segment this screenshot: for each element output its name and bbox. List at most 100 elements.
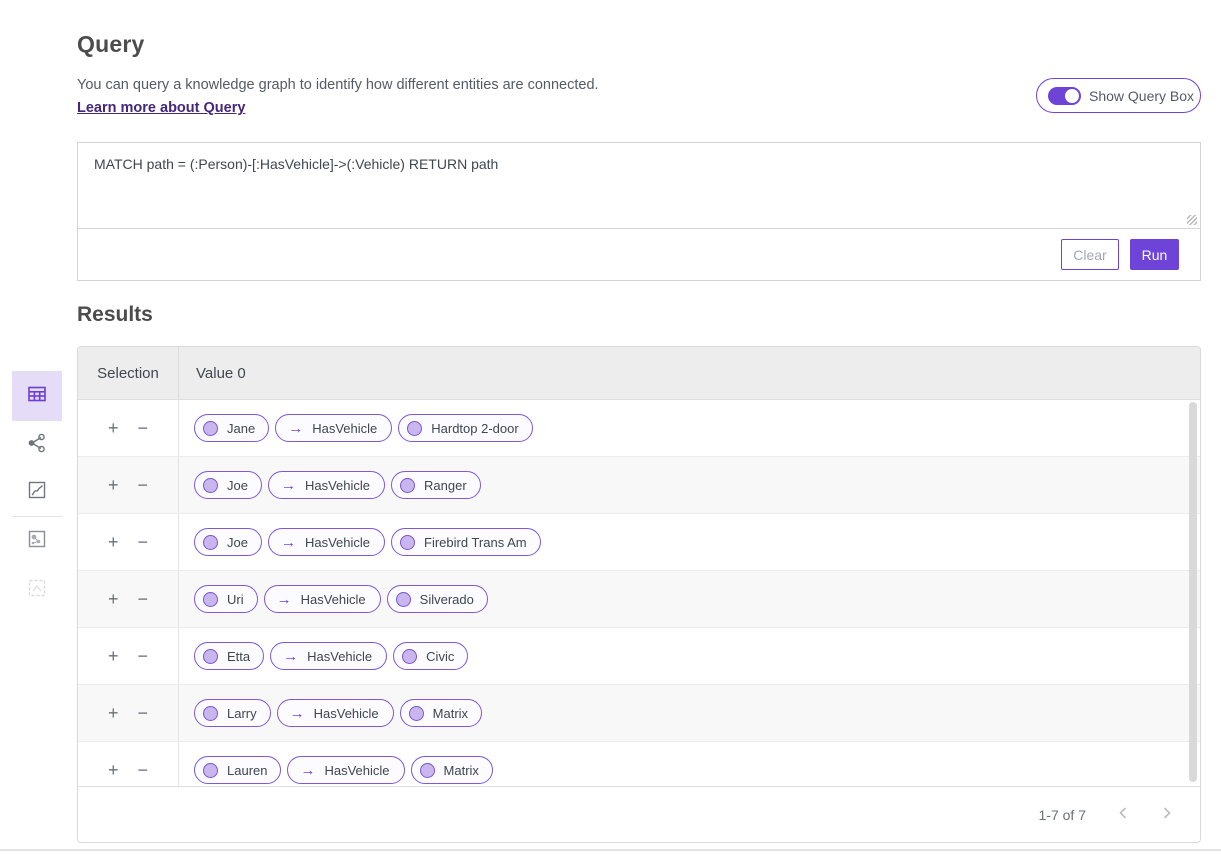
graph-view-icon — [26, 432, 48, 459]
remove-from-selection-button[interactable]: − — [137, 589, 149, 609]
target-node-label: Ranger — [424, 477, 467, 493]
pagination-next-button[interactable] — [1160, 804, 1174, 825]
selection-cell: + − — [78, 457, 178, 513]
node-icon — [408, 705, 424, 721]
edge-label: HasVehicle — [304, 534, 371, 550]
column-header-value0: Value 0 — [178, 347, 1200, 399]
value-cell: Uri → HasVehicle Silverado — [178, 571, 1200, 627]
source-node-label: Lauren — [227, 762, 268, 778]
pagination-bar: 1-7 of 7 — [78, 786, 1200, 842]
table-row: + − Etta → HasVehicle Civic — [78, 628, 1200, 685]
source-node-pill[interactable]: Jane — [194, 414, 270, 442]
add-to-selection-button[interactable]: + — [107, 760, 119, 780]
edge-arrow-icon: → — [276, 590, 292, 608]
selection-cell: + − — [78, 685, 178, 741]
node-icon — [203, 762, 218, 778]
add-to-selection-button[interactable]: + — [107, 589, 119, 609]
node-icon — [203, 477, 218, 493]
table-header: Selection Value 0 — [78, 347, 1200, 400]
sidebar-item-table-view[interactable] — [12, 371, 62, 421]
column-header-selection: Selection — [97, 364, 159, 382]
add-to-selection-button[interactable]: + — [107, 532, 119, 552]
source-node-pill[interactable]: Joe — [194, 471, 262, 499]
page-bottom-divider — [0, 849, 1221, 851]
table-body: + − Jane → HasVehicle Hardtop 2-door + − — [78, 400, 1200, 786]
node-icon — [400, 477, 416, 493]
remove-from-selection-button[interactable]: − — [137, 532, 149, 552]
edge-pill[interactable]: → HasVehicle — [276, 699, 394, 727]
edge-label: HasVehicle — [307, 648, 373, 664]
query-input[interactable]: MATCH path = (:Person)-[:HasVehicle]->(:… — [78, 143, 1200, 228]
edge-pill[interactable]: → HasVehicle — [270, 642, 388, 670]
resize-grip-icon[interactable] — [1187, 215, 1197, 225]
source-node-pill[interactable]: Uri — [194, 585, 258, 613]
pagination-prev-button[interactable] — [1116, 804, 1130, 825]
add-to-selection-button[interactable]: + — [107, 475, 119, 495]
vertical-scrollbar[interactable] — [1189, 402, 1197, 782]
target-node-label: Matrix — [432, 705, 469, 721]
results-table: Selection Value 0 + − Jane → HasVehicle … — [77, 346, 1201, 843]
toggle-switch-icon[interactable] — [1048, 86, 1081, 105]
add-to-selection-button[interactable]: + — [107, 646, 119, 666]
table-row: + − Jane → HasVehicle Hardtop 2-door — [78, 400, 1200, 457]
target-node-pill[interactable]: Matrix — [399, 699, 483, 727]
edge-arrow-icon: → — [300, 761, 316, 779]
value-cell: Etta → HasVehicle Civic — [178, 628, 1200, 684]
remove-from-selection-button[interactable]: − — [137, 760, 149, 780]
edge-pill[interactable]: → HasVehicle — [275, 414, 393, 442]
source-node-label: Jane — [227, 420, 256, 436]
toggle-label: Show Query Box — [1089, 87, 1195, 104]
table-view-icon — [26, 383, 48, 410]
map-view-icon — [26, 528, 48, 555]
target-node-pill[interactable]: Hardtop 2-door — [398, 414, 533, 442]
edge-pill[interactable]: → HasVehicle — [263, 585, 381, 613]
run-button[interactable]: Run — [1130, 239, 1179, 270]
node-icon — [395, 591, 411, 607]
remove-from-selection-button[interactable]: − — [137, 418, 149, 438]
target-node-pill[interactable]: Ranger — [391, 471, 481, 499]
node-icon — [402, 648, 418, 664]
add-to-selection-button[interactable]: + — [107, 703, 119, 723]
edge-pill[interactable]: → HasVehicle — [287, 756, 405, 784]
clear-button[interactable]: Clear — [1061, 239, 1119, 270]
edge-label: HasVehicle — [300, 591, 366, 607]
remove-from-selection-button[interactable]: − — [137, 475, 149, 495]
table-row: + − Joe → HasVehicle Ranger — [78, 457, 1200, 514]
chevron-left-icon — [1118, 806, 1128, 823]
selection-cell: + − — [78, 571, 178, 627]
sidebar-item-chart-view[interactable] — [12, 474, 62, 510]
page-title: Query — [77, 31, 145, 57]
edge-arrow-icon: → — [283, 647, 299, 665]
source-node-pill[interactable]: Etta — [194, 642, 265, 670]
sidebar-item-expand-view — [12, 572, 62, 608]
add-to-selection-button[interactable]: + — [107, 418, 119, 438]
edge-label: HasVehicle — [304, 477, 371, 493]
edge-pill[interactable]: → HasVehicle — [267, 528, 386, 556]
source-node-label: Etta — [227, 648, 251, 664]
edge-pill[interactable]: → HasVehicle — [267, 471, 386, 499]
target-node-pill[interactable]: Civic — [393, 642, 469, 670]
value-cell: Jane → HasVehicle Hardtop 2-door — [178, 400, 1200, 456]
show-query-box-toggle[interactable]: Show Query Box — [1036, 78, 1201, 113]
source-node-label: Larry — [227, 705, 257, 721]
sidebar-item-graph-view[interactable] — [12, 427, 62, 463]
source-node-pill[interactable]: Larry — [194, 699, 271, 727]
table-row: + − Joe → HasVehicle Firebird Trans Am — [78, 514, 1200, 571]
query-box-footer: Clear Run — [78, 229, 1200, 280]
remove-from-selection-button[interactable]: − — [137, 703, 149, 723]
source-node-pill[interactable]: Lauren — [194, 756, 282, 784]
selection-cell: + − — [78, 742, 178, 786]
sidebar-item-map-view[interactable] — [12, 523, 62, 559]
target-node-pill[interactable]: Silverado — [386, 585, 488, 613]
target-node-pill[interactable]: Firebird Trans Am — [391, 528, 541, 556]
value-cell: Larry → HasVehicle Matrix — [178, 685, 1200, 741]
target-node-label: Firebird Trans Am — [424, 534, 527, 550]
node-icon — [419, 762, 435, 778]
edge-arrow-icon: → — [280, 533, 296, 551]
node-icon — [203, 705, 218, 721]
learn-more-link[interactable]: Learn more about Query — [77, 100, 246, 116]
remove-from-selection-button[interactable]: − — [137, 646, 149, 666]
target-node-pill[interactable]: Matrix — [410, 756, 493, 784]
source-node-pill[interactable]: Joe — [194, 528, 262, 556]
